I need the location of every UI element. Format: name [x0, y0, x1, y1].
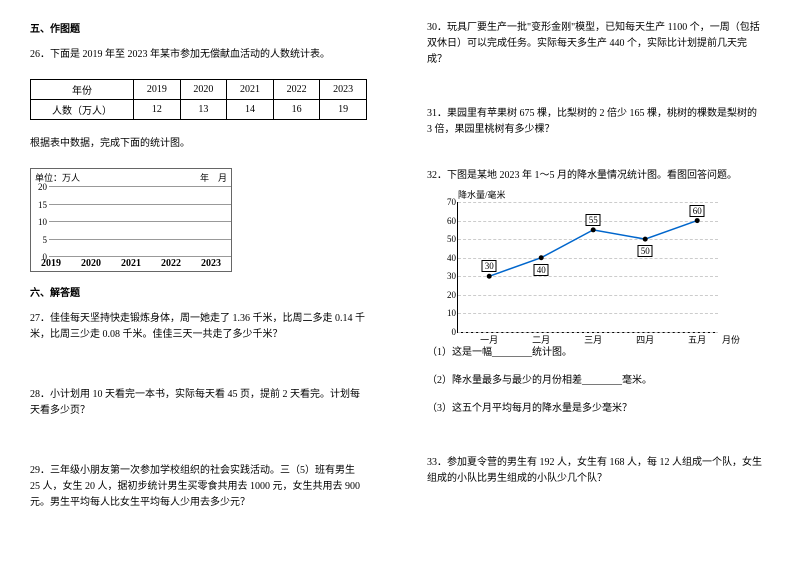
section-5-heading: 五、作图题	[30, 20, 367, 35]
year-cell: 2019	[134, 80, 181, 100]
q26-hint: 根据表中数据，完成下面的统计图。	[30, 136, 367, 152]
q26-blank-chart: 单位：万人 年 月 20 15 10 5 0 2019 2020 2021 20…	[30, 168, 232, 272]
q32-chart: 降水量/毫米 月份 010203040506070一月二月三月四月五月30405…	[457, 202, 718, 333]
xyear: 2023	[201, 258, 221, 269]
xyear: 2022	[161, 258, 181, 269]
ytick: 20	[31, 182, 47, 192]
spacer	[427, 150, 764, 156]
xyear: 2020	[81, 258, 101, 269]
q32-2: （2）降水量最多与最少的月份相差________毫米。	[427, 373, 764, 389]
page-root: 五、作图题 26．下面是 2019 年至 2023 年某市参加无偿献血活动的人数…	[0, 0, 794, 531]
q28: 28．小计划用 10 天看完一本书，实际每天看 45 页，提前 2 天看完。计划…	[30, 387, 367, 419]
table-row: 人数（万人） 12 13 14 16 19	[31, 100, 367, 120]
q29: 29．三年级小朋友第一次参加学校组织的社会实践活动。三（5）班有男生 25 人，…	[30, 463, 367, 511]
y-tick-label: 0	[432, 327, 456, 337]
count-cell: 12	[134, 100, 181, 120]
point-value-label: 60	[690, 205, 705, 217]
ytick: 5	[31, 235, 47, 245]
spacer	[30, 355, 367, 375]
chart-title: 降水量/毫米	[458, 188, 506, 201]
q30: 30．玩具厂要生产一批"变形金刚"模型，已知每天生产 1100 个，一周（包括双…	[427, 20, 764, 68]
q32-1: （1）这是一幅________统计图。	[427, 345, 764, 361]
year-cell: 2022	[273, 80, 320, 100]
year-cell: 2023	[320, 80, 367, 100]
count-cell: 16	[273, 100, 320, 120]
grid-rows: 20 15 10 5 0	[31, 186, 231, 256]
y-tick-label: 70	[432, 197, 456, 207]
spacer	[30, 431, 367, 451]
count-cell: 14	[227, 100, 274, 120]
y-tick-label: 40	[432, 253, 456, 263]
spacer	[427, 429, 764, 443]
ytick: 15	[31, 200, 47, 210]
point-value-label: 50	[638, 245, 653, 257]
left-column: 五、作图题 26．下面是 2019 年至 2023 年某市参加无偿献血活动的人数…	[30, 20, 367, 511]
ytick: 10	[31, 217, 47, 227]
ytick: 0	[31, 252, 47, 262]
x-tick-label: 二月	[532, 333, 550, 346]
xyear: 2021	[121, 258, 141, 269]
year-cell: 2020	[180, 80, 227, 100]
header-count: 人数（万人）	[31, 100, 134, 120]
section-6-heading: 六、解答题	[30, 284, 367, 299]
point-value-label: 30	[482, 260, 497, 272]
q33: 33．参加夏令营的男生有 192 人，女生有 168 人，每 12 人组成一个队…	[427, 455, 764, 487]
count-cell: 13	[180, 100, 227, 120]
x-tick-label: 三月	[584, 333, 602, 346]
y-tick-label: 60	[432, 216, 456, 226]
y-tick-label: 30	[432, 271, 456, 281]
y-tick-label: 20	[432, 290, 456, 300]
x-tick-label: 四月	[636, 333, 654, 346]
year-cell: 2021	[227, 80, 274, 100]
x-axis-years: 2019 2020 2021 2022 2023	[31, 256, 231, 271]
header-year: 年份	[31, 80, 134, 100]
q26-table: 年份 2019 2020 2021 2022 2023 人数（万人） 12 13…	[30, 79, 367, 120]
x-tick-label: 一月	[480, 333, 498, 346]
q31: 31．果园里有苹果树 675 棵，比梨树的 2 倍少 165 棵，桃树的棵数是梨…	[427, 106, 764, 138]
point-value-label: 40	[534, 264, 549, 276]
month-label: 月份	[722, 333, 740, 346]
y-tick-label: 10	[432, 308, 456, 318]
y-tick-label: 50	[432, 234, 456, 244]
q32-3: （3）这五个月平均每月的降水量是多少毫米？	[427, 401, 764, 417]
right-column: 30．玩具厂要生产一批"变形金刚"模型，已知每天生产 1100 个，一周（包括双…	[427, 20, 764, 511]
spacer	[427, 80, 764, 94]
count-cell: 19	[320, 100, 367, 120]
table-row: 年份 2019 2020 2021 2022 2023	[31, 80, 367, 100]
q26-intro: 26．下面是 2019 年至 2023 年某市参加无偿献血活动的人数统计表。	[30, 47, 367, 63]
q27: 27．佳佳每天坚持快走锻炼身体，周一她走了 1.36 千米，比周二多走 0.14…	[30, 311, 367, 343]
point-value-label: 55	[586, 214, 601, 226]
date-label: 年 月	[200, 171, 227, 184]
x-tick-label: 五月	[688, 333, 706, 346]
q32-intro: 32．下图是某地 2023 年 1～5 月的降水量情况统计图。看图回答问题。	[427, 168, 764, 184]
